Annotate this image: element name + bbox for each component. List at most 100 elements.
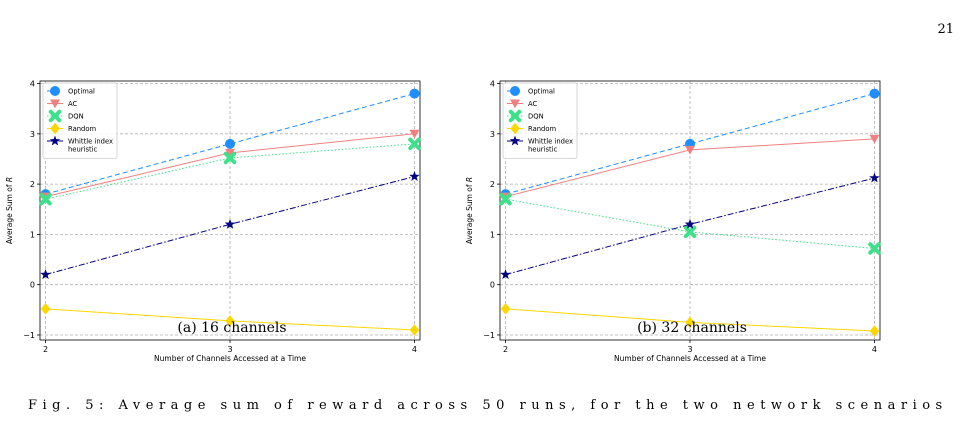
- x-tick-label: 4: [872, 345, 877, 354]
- x-tick-label: 3: [687, 345, 692, 354]
- data-point-ac: [685, 145, 695, 155]
- line-chart-32-channels: −1 0 1 2 3 4 2 3 4 Number of Channels Accessed at…: [465, 80, 881, 363]
- y-axis-label: Average Sum of R: [465, 177, 474, 244]
- series-random: [500, 303, 880, 337]
- data-point-whittle-index-heuristic: [409, 171, 420, 181]
- legend-marker: [50, 86, 60, 96]
- legend-label: Random: [528, 125, 557, 133]
- data-point-random: [40, 303, 51, 315]
- series-dqn: [39, 137, 421, 206]
- page-number: 21: [937, 22, 954, 37]
- legend-label: Random: [68, 125, 97, 133]
- line-chart-16-channels: −1 0 1 2 3 4 2 3 4 Number of Channels Accessed at…: [5, 80, 421, 363]
- y-tick-label: 2: [490, 180, 495, 189]
- legend-item-ac: AC: [507, 99, 538, 109]
- legend-label: Optimal: [528, 88, 555, 96]
- ticks: −1 0 1 2 3 4 2 3 4: [483, 80, 877, 354]
- data-point-ac: [409, 129, 420, 139]
- legend-marker: [510, 86, 520, 96]
- x-axis-label: Number of Channels Accessed at a Time: [154, 354, 306, 363]
- grid: [500, 81, 880, 340]
- legend-label: Whittle index: [528, 138, 573, 146]
- x-tick-label: 2: [43, 345, 48, 354]
- data-point-dqn: [683, 225, 697, 239]
- figure-16-channels: −1 0 1 2 3 4 2 3 4 Number of Channels Accessed at…: [0, 70, 440, 370]
- figure-caption-partial: Fig. 5: Average sum of reward across 50 …: [28, 398, 948, 413]
- data-point-random: [685, 316, 695, 329]
- y-tick-label: 3: [30, 130, 35, 139]
- y-tick-label: 2: [30, 180, 35, 189]
- legend-marker: [510, 99, 520, 109]
- legend-label: AC: [528, 100, 538, 108]
- data-point-random: [225, 315, 235, 327]
- legend-marker: [49, 135, 61, 146]
- legend-label: heuristic: [528, 146, 558, 154]
- ticks: −1 0 1 2 3 4 2 3 4: [23, 80, 417, 354]
- legend-item-optimal: Optimal: [507, 86, 555, 96]
- legend-label: Optimal: [68, 88, 95, 96]
- legend-marker: [50, 99, 60, 109]
- legend-box: [502, 82, 578, 159]
- data-point-optimal: [225, 138, 235, 149]
- x-tick-label: 2: [503, 345, 508, 354]
- data-point-optimal: [869, 88, 880, 99]
- y-tick-label: 0: [490, 281, 495, 290]
- data-point-dqn: [499, 192, 512, 206]
- legend-item-optimal: Optimal: [47, 86, 95, 96]
- data-point-random: [409, 324, 420, 336]
- legend-marker: [510, 122, 520, 135]
- y-tick-label: 4: [490, 80, 495, 89]
- legend-item-random: Random: [507, 122, 557, 135]
- caption-16-channels: (a) 16 channels: [177, 320, 287, 336]
- y-tick-label: 4: [30, 80, 35, 89]
- legend: Optimal AC DQN Random Whittle index heuristi…: [502, 82, 578, 159]
- data-point-dqn: [868, 242, 881, 255]
- x-tick-label: 4: [412, 345, 417, 354]
- data-point-dqn: [39, 192, 52, 206]
- legend-item-dqn: DQN: [47, 109, 84, 123]
- legend: Optimal AC DQN Random Whittle index heuristi…: [42, 82, 118, 159]
- legend-label: Whittle index: [68, 138, 113, 146]
- data-point-dqn: [408, 137, 421, 151]
- y-tick-label: −1: [23, 331, 35, 340]
- y-tick-label: −1: [483, 331, 495, 340]
- legend-label: AC: [68, 100, 78, 108]
- legend-marker: [48, 109, 62, 123]
- legend-item-whittle-index-heuristic: Whittle index heuristic: [47, 135, 113, 154]
- series-random: [40, 303, 420, 336]
- series-dqn: [499, 192, 881, 255]
- data-point-whittle-index-heuristic: [224, 218, 236, 229]
- data-point-whittle-index-heuristic: [40, 269, 51, 280]
- legend-label: DQN: [528, 113, 544, 121]
- data-point-random: [500, 303, 511, 315]
- grid: [40, 81, 420, 340]
- data-point-whittle-index-heuristic: [500, 269, 511, 280]
- series-whittle-index-heuristic: [500, 172, 880, 280]
- legend-item-whittle-index-heuristic: Whittle index heuristic: [507, 135, 573, 154]
- data-point-optimal: [409, 88, 420, 99]
- legend-item-random: Random: [47, 122, 97, 135]
- data-point-whittle-index-heuristic: [869, 172, 880, 183]
- figure-32-channels: −1 0 1 2 3 4 2 3 4 Number of Channels Accessed at…: [460, 70, 900, 370]
- legend-label: DQN: [68, 113, 84, 121]
- legend-box: [42, 82, 118, 159]
- legend-label: heuristic: [68, 146, 98, 154]
- data-point-ac: [869, 134, 880, 144]
- data-point-ac: [225, 148, 235, 158]
- legend-marker: [509, 135, 521, 146]
- y-tick-label: 1: [30, 230, 35, 239]
- x-tick-label: 3: [227, 345, 232, 354]
- y-tick-label: 0: [30, 281, 35, 290]
- data-point-whittle-index-heuristic: [684, 218, 696, 229]
- legend-item-ac: AC: [47, 99, 78, 109]
- x-axis-label: Number of Channels Accessed at a Time: [614, 354, 766, 363]
- y-tick-label: 3: [490, 130, 495, 139]
- legend-marker: [508, 109, 522, 123]
- data-point-random: [869, 325, 880, 337]
- legend-marker: [50, 122, 60, 135]
- data-point-dqn: [223, 151, 237, 165]
- y-tick-label: 1: [490, 230, 495, 239]
- caption-32-channels: (b) 32 channels: [637, 320, 747, 336]
- series-whittle-index-heuristic: [40, 171, 420, 280]
- legend-item-dqn: DQN: [507, 109, 544, 123]
